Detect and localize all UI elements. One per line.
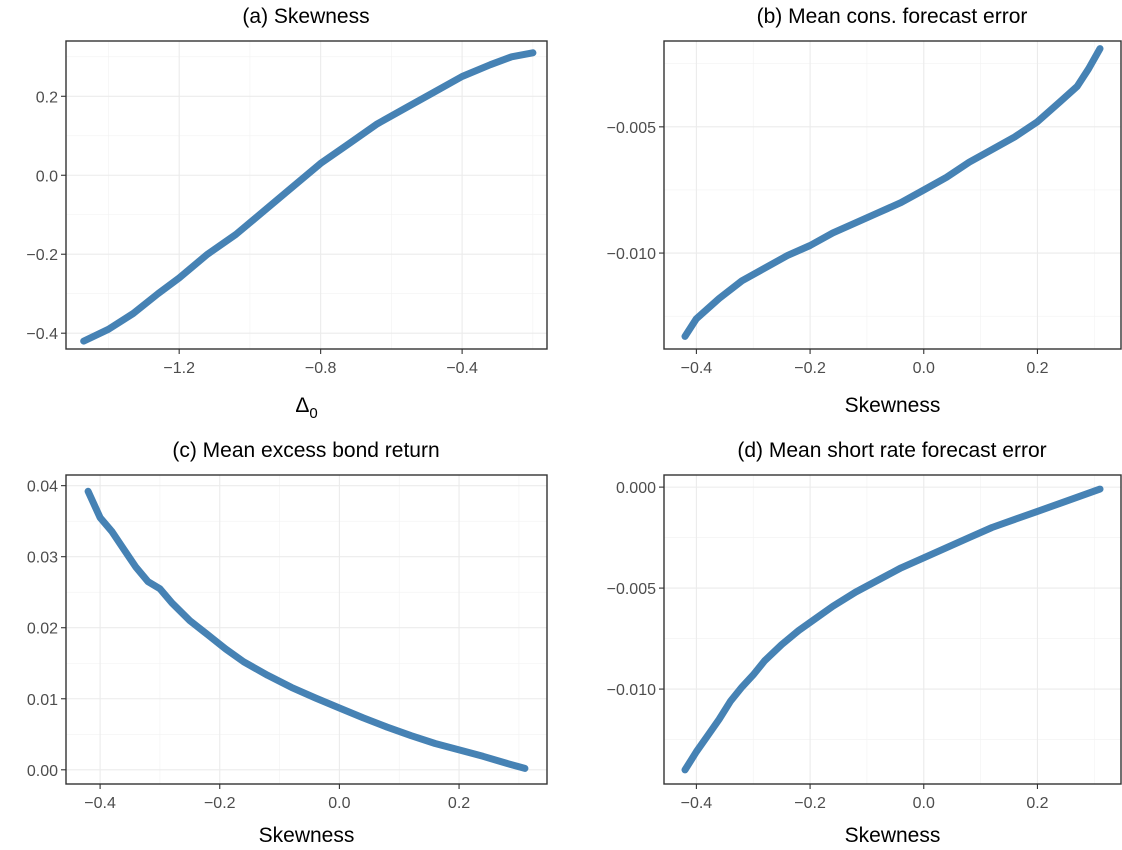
y-tick-label: −0.2: [26, 247, 58, 264]
y-tick-label: 0.01: [27, 692, 58, 709]
panel-title: (c) Mean excess bond return: [172, 439, 439, 462]
panel-title: (a) Skewness: [242, 5, 369, 28]
chart-panel-1: (a) Skewness −1.2 −0.8 −0.4 −0.4 −0.2 0.0 0.2 Δ0: [26, 5, 548, 422]
chart-panel-2: (b) Mean cons. forecast error −0.4 −0.2 0.0…: [607, 5, 1122, 417]
x-tick-label: −1.2: [163, 360, 195, 377]
y-tick-label: 0.0: [36, 168, 58, 185]
gridlines: [664, 475, 1121, 784]
x-tick-label: 0.2: [448, 795, 470, 812]
series-line: [80, 49, 537, 345]
y-tick-label: 0.03: [27, 550, 58, 567]
panel-border: [663, 474, 1122, 785]
x-axis-label-text: Skewness: [259, 824, 355, 847]
panel-border: [663, 40, 1122, 350]
x-tick-label: −0.8: [305, 360, 337, 377]
panel-border: [65, 40, 548, 350]
x-axis-label: Skewness: [259, 824, 355, 847]
y-tick-label: 0.000: [616, 480, 656, 497]
x-tick-label: −0.4: [681, 795, 713, 812]
x-tick-label: −0.4: [681, 360, 713, 377]
chart-panel-3: (c) Mean excess bond return −0.4 −0.2 0.0 0.…: [27, 439, 548, 847]
y-tick-label: −0.005: [607, 120, 656, 137]
gridlines: [66, 41, 547, 349]
y-tick-label: −0.4: [26, 326, 58, 343]
panel-border: [65, 474, 548, 785]
series-line: [681, 485, 1104, 774]
x-tick-label: −0.2: [794, 795, 826, 812]
y-tick-label: −0.010: [607, 246, 656, 263]
y-tick-label: 0.2: [36, 89, 58, 106]
x-tick-label: 0.0: [913, 360, 935, 377]
y-tick-label: −0.005: [607, 581, 656, 598]
gridlines: [66, 475, 547, 784]
x-tick-label: 0.2: [1026, 360, 1048, 377]
x-axis-label-text: Δ: [295, 394, 309, 417]
x-tick-label: 0.0: [913, 795, 935, 812]
y-tick-label: −0.010: [607, 682, 656, 699]
x-tick-label: −0.2: [794, 360, 826, 377]
x-axis-label: Δ0: [295, 394, 317, 422]
panel-title: (b) Mean cons. forecast error: [757, 5, 1028, 28]
x-axis-label-text: Skewness: [845, 824, 941, 847]
y-tick-label: 0.00: [27, 763, 58, 780]
panel-title: (d) Mean short rate forecast error: [737, 439, 1046, 462]
x-tick-label: 0.2: [1026, 795, 1048, 812]
series-line: [84, 487, 529, 772]
y-tick-label: 0.02: [27, 621, 58, 638]
x-tick-label: 0.0: [328, 795, 350, 812]
x-tick-label: −0.2: [204, 795, 236, 812]
x-axis-label-text: Skewness: [845, 394, 941, 417]
x-axis-label-subscript: 0: [309, 405, 317, 422]
x-axis-label: Skewness: [845, 394, 941, 417]
gridlines: [664, 41, 1121, 349]
chart-panel-4: (d) Mean short rate forecast error −0.4 −0…: [607, 439, 1122, 847]
series-line: [681, 45, 1104, 340]
x-tick-label: −0.4: [84, 795, 116, 812]
x-axis-label: Skewness: [845, 824, 941, 847]
y-tick-label: 0.04: [27, 479, 58, 496]
x-tick-label: −0.4: [446, 360, 478, 377]
